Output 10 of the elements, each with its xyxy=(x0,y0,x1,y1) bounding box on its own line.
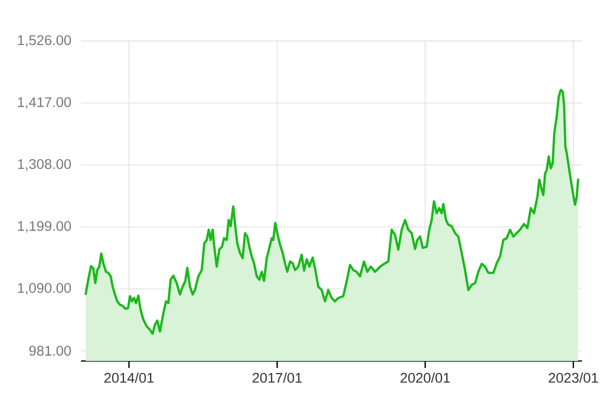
y-tick-label: 1,308.00 xyxy=(18,159,71,171)
y-tick-label: 1,199.00 xyxy=(18,221,71,233)
y-tick-label: 1,417.00 xyxy=(18,97,71,109)
x-tick-label: 2020/01 xyxy=(400,372,450,383)
y-tick-label: 981.00 xyxy=(29,346,71,356)
x-tick-label: 2023/01 xyxy=(548,372,598,383)
x-tick-label: 2014/01 xyxy=(104,372,154,383)
y-tick-label: 1,090.00 xyxy=(18,283,71,295)
y-tick-label: 1,526.00 xyxy=(18,35,71,47)
x-tick-label: 2017/01 xyxy=(252,372,302,383)
